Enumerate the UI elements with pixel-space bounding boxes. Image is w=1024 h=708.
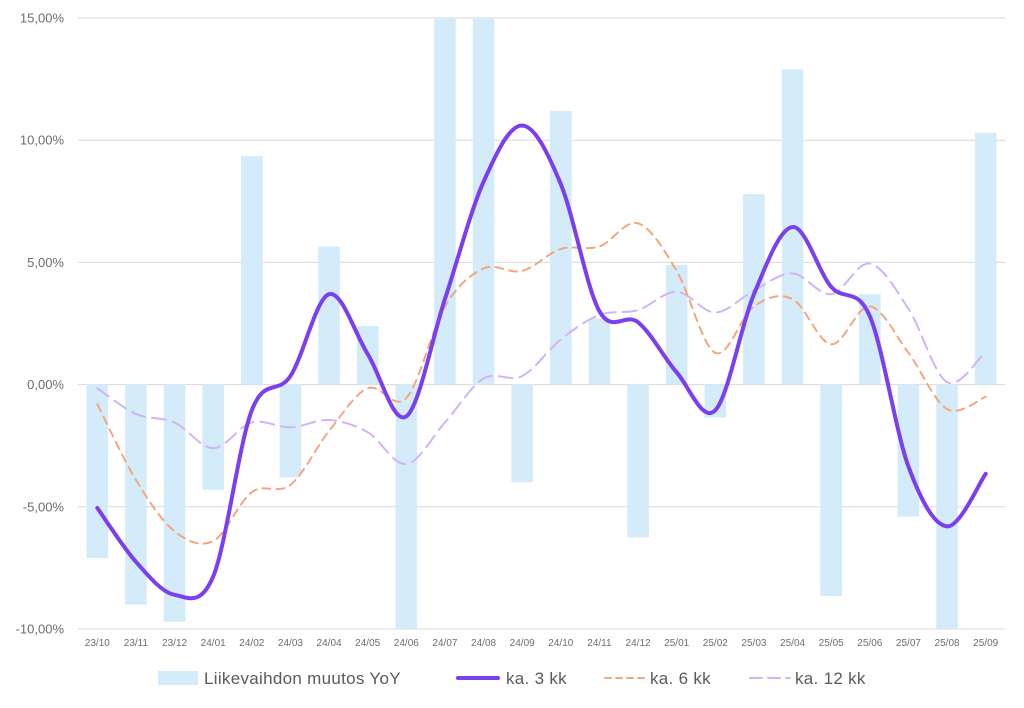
x-tick-label: 25/08	[935, 638, 960, 649]
bar-24-11	[588, 318, 611, 385]
bar-24-09	[511, 384, 534, 483]
x-tick-label: 24/08	[471, 638, 496, 649]
y-tick-label: 5,00%	[27, 255, 64, 270]
y-tick-label: -5,00%	[23, 499, 65, 514]
bar-25-02	[704, 384, 727, 418]
bar-24-10	[549, 110, 572, 385]
x-tick-label: 24/04	[317, 638, 342, 649]
bar-24-07	[434, 18, 456, 385]
x-tick-label: 25/04	[780, 638, 805, 649]
y-tick-label: 0,00%	[27, 377, 64, 392]
bar-series	[86, 18, 997, 629]
bar-24-01	[202, 384, 225, 490]
x-tick-label: 25/09	[973, 638, 998, 649]
legend-label: ka. 6 kk	[650, 669, 711, 688]
bar-24-02	[240, 156, 263, 385]
legend-label: ka. 12 kk	[795, 669, 866, 688]
legend-label: Liikevaihdon muutos YoY	[204, 669, 401, 688]
x-tick-label: 23/11	[124, 638, 149, 649]
line-ka-3-kk	[95, 123, 988, 601]
bar-23-10	[86, 384, 109, 559]
bar-25-08	[936, 384, 958, 629]
x-tick-label: 25/06	[857, 638, 882, 649]
x-tick-label: 24/10	[548, 638, 573, 649]
x-tick-label: 25/01	[664, 638, 689, 649]
legend: Liikevaihdon muutos YoY ka. 3 kk ka. 6 kk k…	[158, 669, 866, 688]
legend-swatch-bar	[158, 671, 198, 685]
x-tick-label: 24/05	[355, 638, 380, 649]
bar-23-11	[125, 384, 147, 605]
line-series	[95, 123, 988, 601]
x-tick-label: 24/06	[394, 638, 419, 649]
x-tick-label: 25/03	[741, 638, 766, 649]
bar-25-09	[974, 132, 997, 385]
y-tick-label: 15,00%	[20, 11, 65, 26]
x-axis: 23/10 23/11 23/12 24/01 24/02 24/03 24/04 24/05…	[85, 638, 999, 649]
line-ka-6-kk	[96, 221, 987, 545]
bar-24-12	[627, 384, 649, 538]
bar-23-12	[163, 384, 186, 622]
bar-25-06	[858, 294, 881, 385]
y-tick-label: 10,00%	[20, 133, 65, 148]
gridlines	[78, 17, 1005, 630]
bar-25-07	[897, 384, 920, 517]
x-tick-label: 25/05	[819, 638, 844, 649]
bar-25-01	[665, 264, 688, 385]
y-tick-label: -10,00%	[16, 622, 65, 637]
x-tick-label: 24/07	[432, 638, 457, 649]
x-tick-label: 23/10	[85, 638, 110, 649]
x-tick-label: 25/07	[896, 638, 921, 649]
bar-25-05	[820, 384, 843, 597]
x-tick-label: 24/02	[239, 638, 264, 649]
x-tick-label: 24/03	[278, 638, 303, 649]
bar-24-03	[279, 384, 302, 478]
bar-24-06	[395, 384, 418, 629]
x-tick-label: 24/09	[510, 638, 535, 649]
bar-24-08	[472, 18, 495, 385]
x-tick-label: 23/12	[162, 638, 187, 649]
y-axis: 15,00% 10,00% 5,00% 0,00% -5,00% -10,00%	[16, 11, 65, 637]
x-tick-label: 25/02	[703, 638, 728, 649]
x-tick-label: 24/11	[587, 638, 612, 649]
legend-label: ka. 3 kk	[506, 669, 567, 688]
x-tick-label: 24/01	[201, 638, 226, 649]
bar-24-04	[318, 246, 340, 385]
x-tick-label: 24/12	[626, 638, 651, 649]
line-ka-12-kk	[96, 262, 987, 466]
